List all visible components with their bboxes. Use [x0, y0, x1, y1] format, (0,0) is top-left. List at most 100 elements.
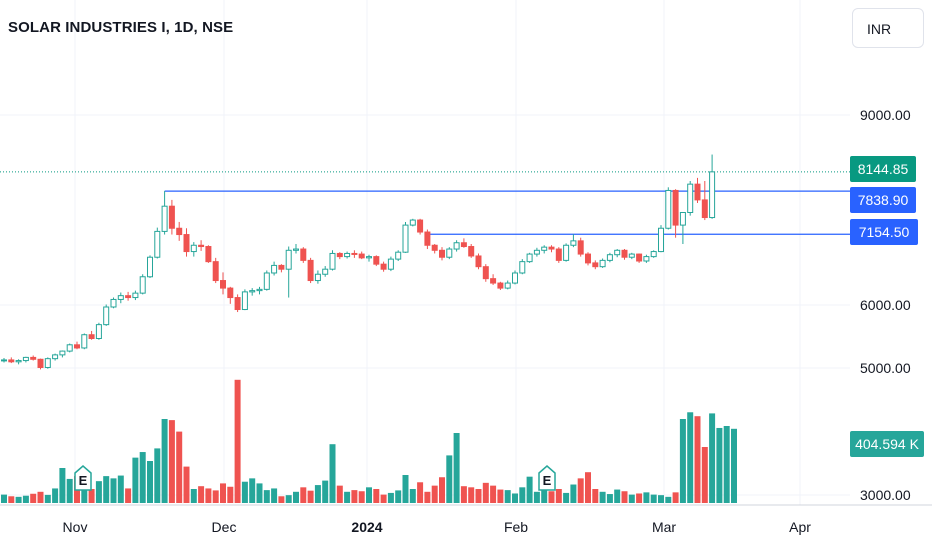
volume-bar	[271, 488, 278, 503]
earnings-event-icon[interactable]: E	[74, 465, 92, 491]
volume-bar	[351, 490, 358, 503]
volume-bar	[424, 491, 431, 503]
candle-body	[526, 253, 533, 263]
candle-body	[154, 230, 161, 258]
volume-bar	[650, 494, 657, 503]
candle-body	[541, 246, 548, 251]
volume-bar	[694, 416, 701, 503]
candle-body	[373, 256, 380, 265]
last-price-tag: 8144.85	[850, 156, 916, 182]
candle-body	[460, 242, 467, 248]
candle-body	[110, 298, 117, 308]
volume-bar	[344, 491, 351, 503]
volume-bar	[731, 428, 737, 503]
candle-body	[205, 246, 212, 263]
volume-bar	[555, 489, 562, 503]
volume-bar	[52, 488, 59, 503]
volume-bar	[314, 485, 321, 503]
candle-body	[88, 334, 95, 340]
last-volume-tag: 404.594 K	[850, 431, 924, 457]
y-tick-5000: 5000.00	[860, 360, 911, 376]
volume-bar	[300, 487, 307, 503]
candle-body	[322, 268, 329, 275]
candle-body	[336, 252, 343, 258]
volume-bar	[709, 413, 716, 503]
volume-bar	[154, 448, 161, 503]
candle-body	[132, 292, 139, 299]
support-resistance-levels	[0, 171, 850, 235]
volume-bar	[278, 496, 285, 503]
candle-body	[599, 259, 606, 268]
candle-body	[395, 251, 402, 260]
volume-bar	[643, 492, 650, 503]
resistance-level-tag: 7838.90	[850, 187, 916, 213]
volume-bar	[577, 478, 584, 503]
currency-selector[interactable]: INR	[852, 8, 924, 48]
volume-bar	[358, 491, 365, 503]
volume-bar	[59, 468, 66, 503]
candle-body	[300, 248, 307, 261]
x-tick-feb: Feb	[503, 519, 529, 535]
candle-body	[592, 262, 599, 268]
volume-bar	[679, 419, 686, 503]
candle-body	[249, 290, 256, 293]
volume-bar	[285, 495, 292, 503]
volume-bar	[15, 496, 22, 503]
candle-body	[417, 219, 424, 233]
volume-bar	[599, 491, 606, 503]
candle-body	[30, 356, 37, 360]
volume-bar	[256, 483, 263, 503]
volume-bar	[723, 426, 730, 503]
volume-bar	[519, 487, 526, 503]
volume-bar	[212, 490, 219, 503]
candle-body	[709, 171, 716, 219]
volume-bar	[117, 475, 124, 503]
volume-bar	[658, 495, 664, 503]
volume-bar	[227, 486, 234, 503]
volume-bar	[672, 492, 679, 503]
earnings-event-icon[interactable]: E	[538, 465, 556, 491]
candle-body	[468, 246, 475, 257]
candle-body	[701, 199, 708, 219]
volume-bar	[198, 486, 205, 503]
candle-body	[22, 356, 29, 362]
volume-bar	[190, 489, 197, 503]
volume-bar	[88, 489, 95, 503]
candle-body	[198, 244, 205, 248]
volume-bar	[139, 452, 146, 503]
candle-body	[1, 359, 7, 362]
x-tick-mar: Mar	[651, 519, 677, 535]
candle-body	[402, 224, 409, 253]
x-tick-dec: Dec	[211, 519, 237, 535]
earnings-event-label: E	[542, 473, 552, 488]
volume-bar	[30, 493, 37, 503]
candle-body	[679, 212, 686, 226]
volume-bar	[606, 494, 613, 503]
chart-title: SOLAR INDUSTRIES I, 1D, NSE	[8, 19, 234, 36]
candle-body	[519, 261, 526, 274]
candle-body	[636, 253, 643, 262]
volume-bar	[263, 490, 270, 503]
volume-bar	[336, 485, 343, 503]
volume-bar	[387, 492, 394, 503]
candle-body	[658, 227, 664, 253]
candle-body	[665, 189, 672, 229]
volume-bar	[241, 481, 248, 503]
candle-body	[504, 282, 511, 289]
volume-bar	[490, 485, 497, 503]
candle-body	[475, 255, 482, 268]
candle-body	[344, 252, 351, 258]
volume-bar	[614, 489, 621, 503]
volume-bar	[205, 488, 212, 503]
volume-bar	[322, 480, 329, 503]
candle-body	[103, 306, 110, 326]
candle-body	[585, 253, 591, 264]
candle-body	[227, 287, 234, 299]
candle-body	[95, 324, 102, 340]
candle-body	[293, 248, 299, 251]
volume-bar	[234, 379, 241, 503]
volume-bar	[249, 478, 256, 503]
candle-body	[117, 295, 124, 300]
volume-bar	[628, 494, 635, 503]
